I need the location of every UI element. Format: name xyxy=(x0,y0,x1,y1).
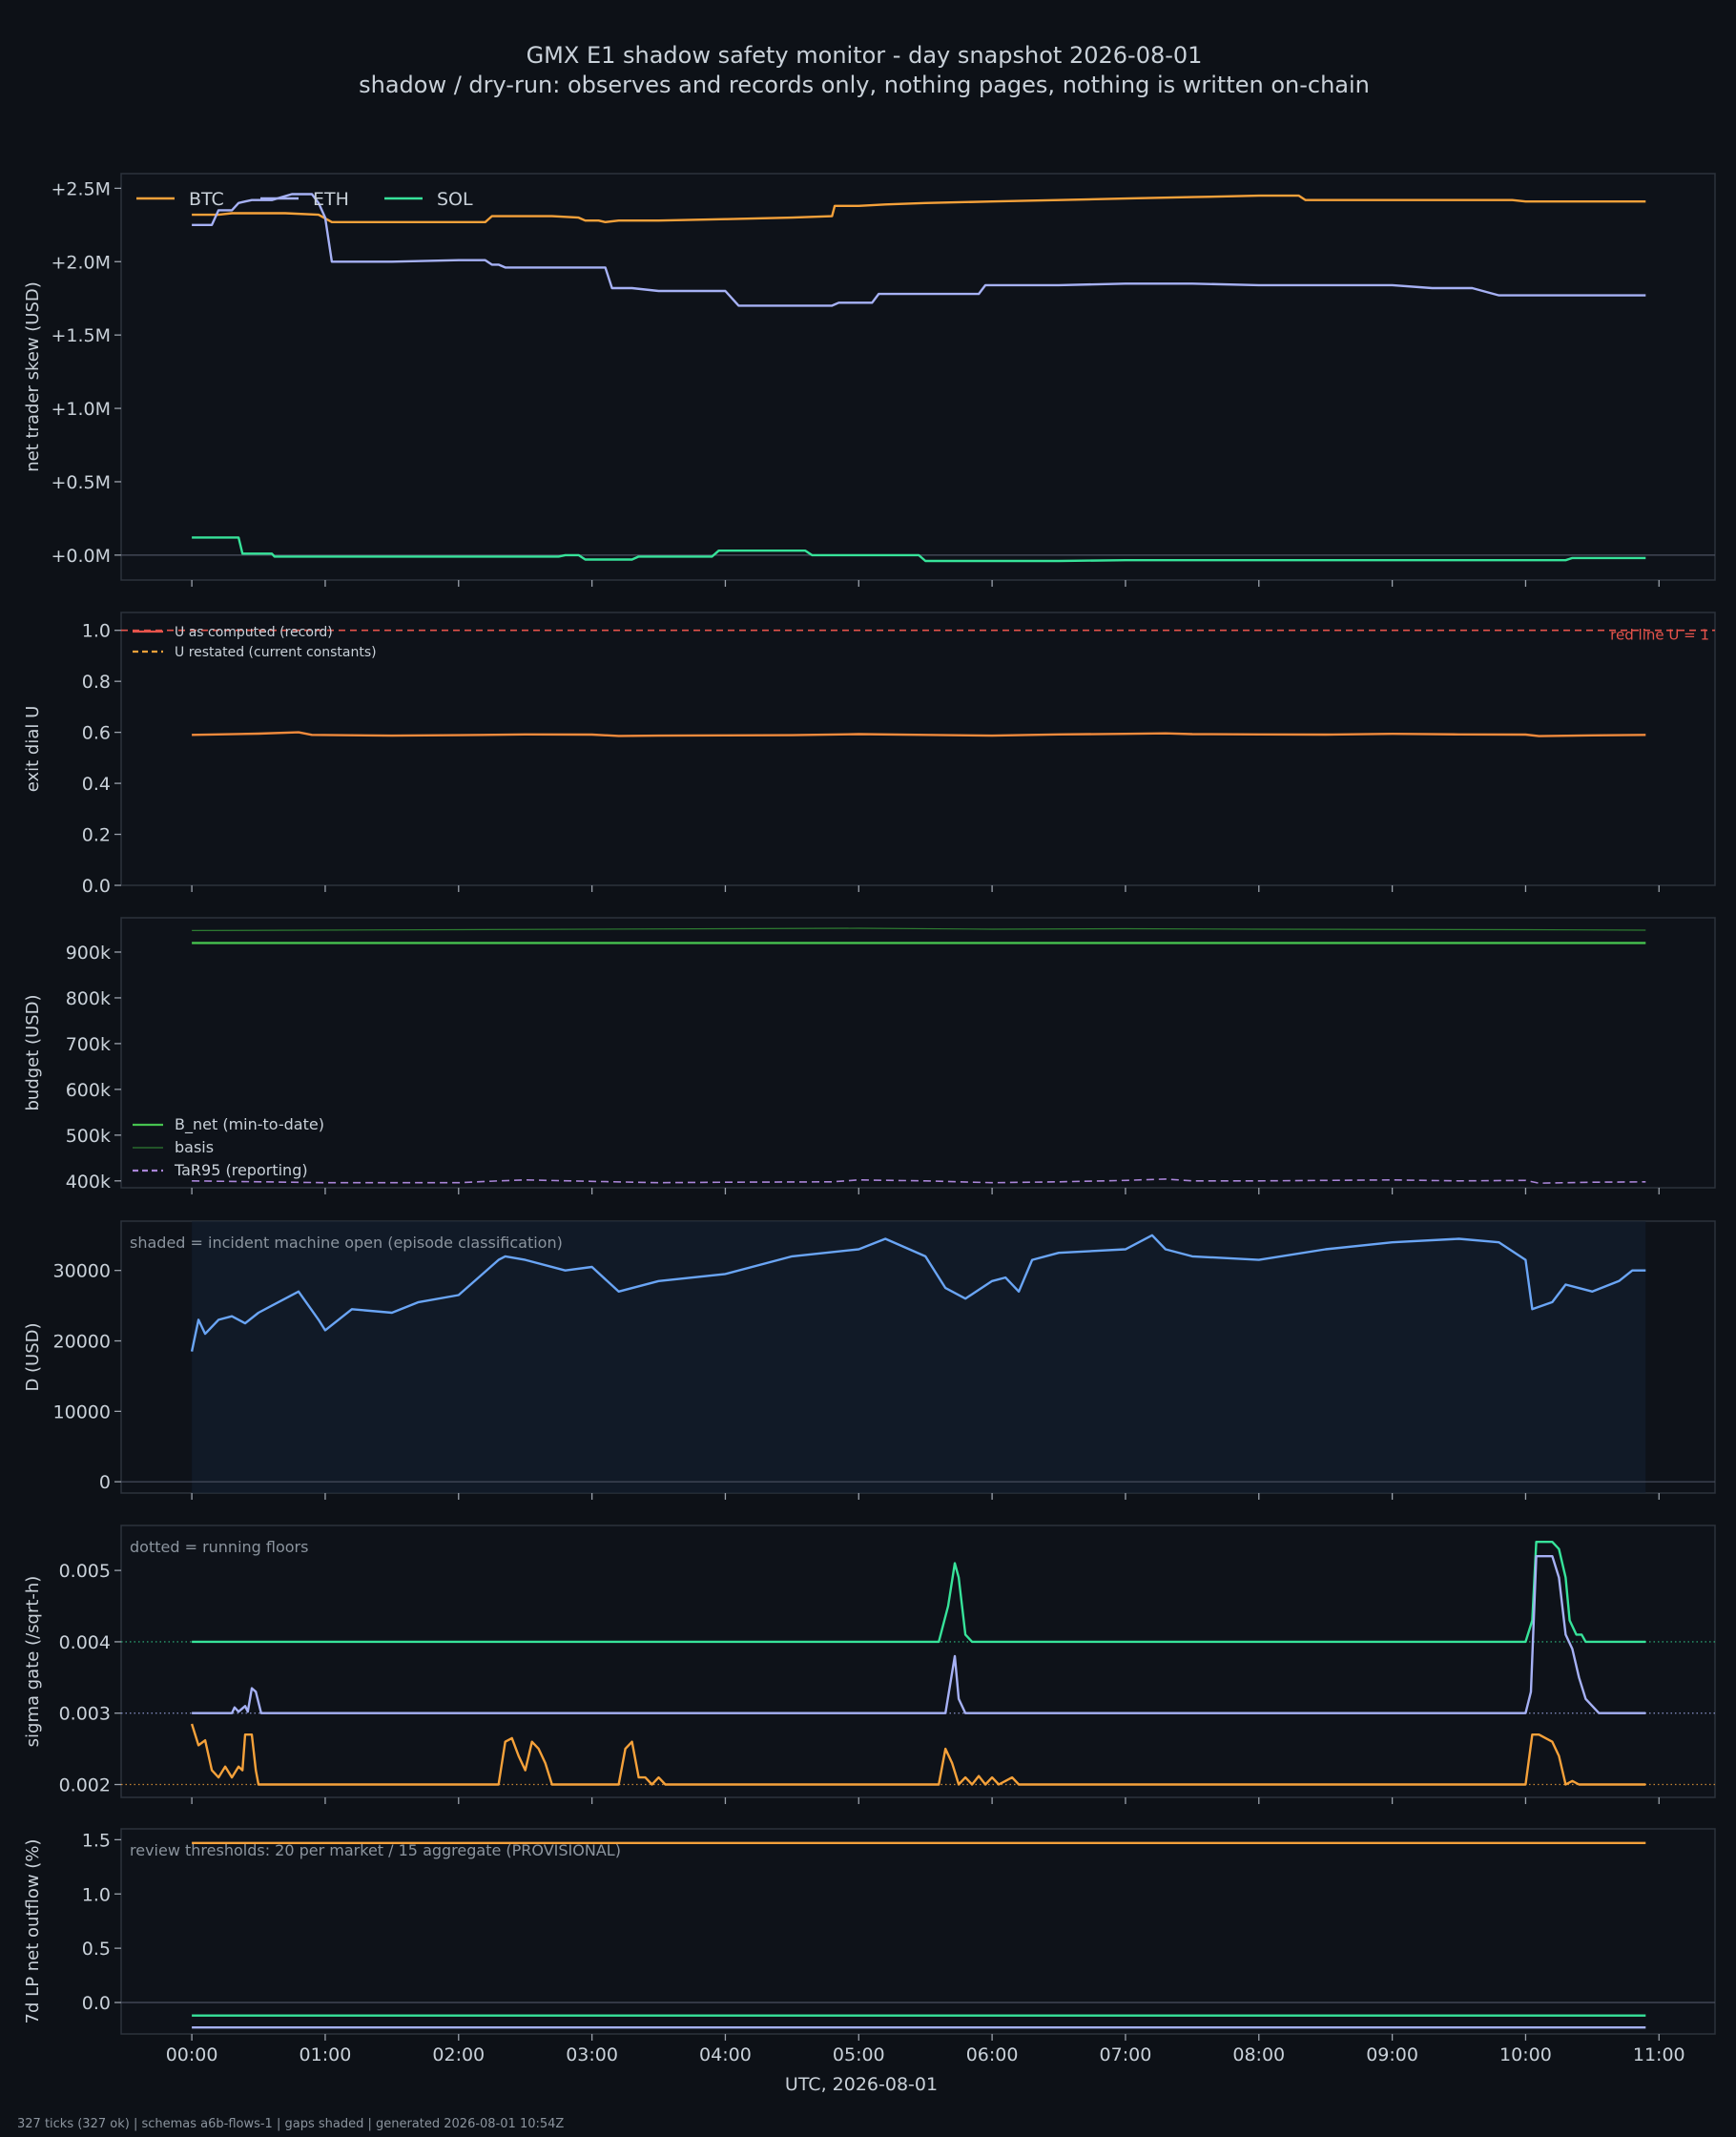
figure-subtitle: shadow / dry-run: observes and records o… xyxy=(359,72,1370,98)
panel-annotation: review thresholds: 20 per market / 15 ag… xyxy=(130,1841,621,1859)
ytick-label: +1.5M xyxy=(51,325,111,346)
ytick-label: 0 xyxy=(99,1472,111,1493)
legend-exit_dial: U as computed (record) U restated (curren… xyxy=(133,625,377,660)
xtick-label: 09:00 xyxy=(1366,2044,1418,2065)
ytick-label: 400k xyxy=(66,1172,111,1193)
legend-skew: BTC ETH SOL xyxy=(136,189,473,210)
ytick-label: 0.4 xyxy=(82,774,111,795)
panel-D: 0 10000 20000 30000 D (USD) shaded = incident… xyxy=(23,1220,1716,1500)
y-axis-label-outflow: 7d LP net outflow (%) xyxy=(23,1839,43,2024)
ytick-label: 0.0 xyxy=(82,1993,111,2014)
figure-title: GMX E1 shadow safety monitor - day snaps… xyxy=(527,42,1203,69)
ytick-label: 10000 xyxy=(53,1401,111,1422)
legend-label: U as computed (record) xyxy=(175,625,333,640)
panel-annotation: shaded = incident machine open (episode … xyxy=(130,1234,563,1252)
panels: +0.0M +0.5M +1.0M +1.5M +2.0M +2.5M net trader… xyxy=(23,173,1716,2041)
panel-exit_dial: 0.0 0.2 0.4 0.6 0.8 1.0 exit dial U red line U … xyxy=(23,612,1716,897)
ytick-label: +0.0M xyxy=(51,546,111,567)
ytick-label: 0.004 xyxy=(59,1632,111,1653)
panel-frame-sigma xyxy=(120,1525,1716,1798)
y-axis-label-sigma: sigma gate (/sqrt-h) xyxy=(23,1576,43,1748)
ytick-label: +1.0M xyxy=(51,399,111,420)
ytick-label: 800k xyxy=(66,988,111,1009)
ytick-label: 700k xyxy=(66,1034,111,1055)
ytick-label: 1.0 xyxy=(82,621,111,642)
legend-label: basis xyxy=(175,1138,214,1156)
x-axis: 00:00 01:00 02:00 03:00 04:00 05:00 06:00 07:00… xyxy=(166,2044,1685,2065)
panel-frame-budget xyxy=(120,917,1716,1189)
ytick-label: 500k xyxy=(66,1126,111,1147)
ytick-label: 0.6 xyxy=(82,723,111,744)
ytick-label: 0.003 xyxy=(59,1704,111,1725)
y-axis-label-budget: budget (USD) xyxy=(23,994,43,1110)
legend-budget: B_net (min-to-date) basis TaR95 (reporting… xyxy=(133,1115,324,1179)
ytick-label: 900k xyxy=(66,943,111,964)
ytick-label: 0.0 xyxy=(82,876,111,897)
xtick-label: 07:00 xyxy=(1100,2044,1152,2065)
ytick-label: 600k xyxy=(66,1080,111,1101)
legend-label: SOL xyxy=(437,189,473,210)
plot-area-skew xyxy=(121,193,1715,563)
incident-shading xyxy=(192,1221,1646,1493)
panel-frame-exit_dial xyxy=(120,612,1716,886)
xtick-label: 02:00 xyxy=(432,2044,485,2065)
panel-outflow: 0.0 0.5 1.0 1.5 7d LP net outflow (%) review … xyxy=(23,1828,1716,2041)
plot-area-sigma xyxy=(121,1541,1715,1786)
ytick-label: 0.8 xyxy=(82,672,111,693)
ytick-label: 0.002 xyxy=(59,1775,111,1796)
x-axis-label: UTC, 2026-08-01 xyxy=(785,2074,938,2095)
legend-label: BTC xyxy=(189,189,224,210)
series-line-eth xyxy=(192,1555,1646,1714)
panel-sigma: 0.002 0.003 0.004 0.005 sigma gate (/sqrt-h)… xyxy=(23,1525,1716,1804)
xtick-label: 08:00 xyxy=(1232,2044,1285,2065)
xtick-label: 04:00 xyxy=(699,2044,752,2065)
panel-frame-skew xyxy=(120,173,1716,581)
y-axis-label-exit_dial: exit dial U xyxy=(23,706,43,793)
panel-skew: +0.0M +0.5M +1.0M +1.5M +2.0M +2.5M net trader… xyxy=(23,173,1716,587)
ytick-label: 1.0 xyxy=(82,1884,111,1905)
xtick-label: 01:00 xyxy=(300,2044,352,2065)
plot-area-D xyxy=(121,1234,1715,1483)
ytick-label: +2.0M xyxy=(51,252,111,273)
series-line-tar95-reporting- xyxy=(192,1178,1646,1184)
xtick-label: 00:00 xyxy=(166,2044,218,2065)
ytick-label: +2.5M xyxy=(51,178,111,199)
series-line-d xyxy=(190,1234,1646,1352)
legend-label: ETH xyxy=(313,189,349,210)
xtick-label: 05:00 xyxy=(833,2044,885,2065)
series-line-eth xyxy=(192,193,1646,307)
ytick-label: 0.5 xyxy=(82,1939,111,1960)
panel-budget: 400k 500k 600k 700k 800k 900k budget (USD) B_ne… xyxy=(23,917,1716,1194)
panel-frame-outflow xyxy=(120,1828,1716,2035)
footer-text: 327 ticks (327 ok) | schemas a6b-flows-1… xyxy=(17,2117,564,2131)
ytick-label: +0.5M xyxy=(51,472,111,493)
ytick-label: 20000 xyxy=(53,1332,111,1353)
legend-label: TaR95 (reporting) xyxy=(174,1161,308,1179)
y-axis-label-D: D (USD) xyxy=(23,1322,43,1391)
series-line-btc xyxy=(190,1723,1646,1786)
y-axis-label-skew: net trader skew (USD) xyxy=(23,281,43,472)
legend-label: B_net (min-to-date) xyxy=(175,1115,324,1134)
plot-area-exit_dial xyxy=(121,629,1715,737)
xtick-label: 03:00 xyxy=(566,2044,618,2065)
xtick-label: 10:00 xyxy=(1499,2044,1552,2065)
series-line-basis xyxy=(192,927,1646,931)
ytick-label: 0.2 xyxy=(82,825,111,846)
xtick-label: 11:00 xyxy=(1633,2044,1685,2065)
plot-area-outflow xyxy=(121,1841,1715,2029)
ytick-label: 30000 xyxy=(53,1261,111,1282)
legend-label: U restated (current constants) xyxy=(175,645,377,660)
red-line-label: red line U = 1 xyxy=(1610,627,1709,644)
plot-area-budget xyxy=(192,927,1646,1184)
series-line-btc xyxy=(192,194,1646,223)
series-line-u xyxy=(192,731,1646,737)
ytick-label: 1.5 xyxy=(82,1830,111,1851)
panel-annotation: dotted = running floors xyxy=(130,1538,308,1556)
series-line-sol xyxy=(192,536,1646,563)
ytick-label: 0.005 xyxy=(59,1561,111,1582)
xtick-label: 06:00 xyxy=(966,2044,1019,2065)
